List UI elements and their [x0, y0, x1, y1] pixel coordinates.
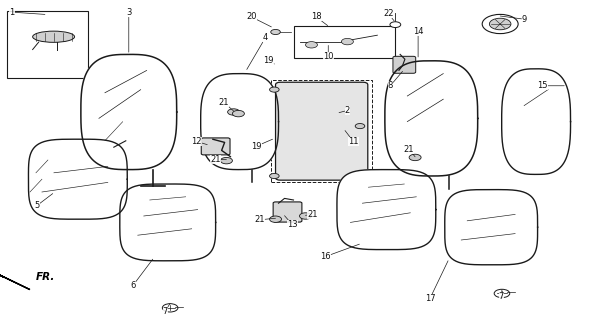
- Polygon shape: [337, 170, 436, 250]
- Circle shape: [489, 18, 511, 30]
- Text: 2: 2: [339, 106, 350, 115]
- Text: 17: 17: [425, 261, 448, 303]
- Text: 21: 21: [219, 98, 234, 111]
- Polygon shape: [81, 54, 177, 170]
- Text: 18: 18: [311, 12, 328, 26]
- Circle shape: [270, 216, 282, 222]
- Polygon shape: [201, 74, 279, 170]
- Text: 21: 21: [305, 210, 318, 219]
- Polygon shape: [120, 184, 216, 261]
- Polygon shape: [29, 139, 128, 219]
- Text: 7: 7: [163, 303, 170, 316]
- Circle shape: [220, 157, 232, 164]
- Text: 16: 16: [320, 244, 359, 261]
- Circle shape: [482, 14, 518, 34]
- Text: 14: 14: [413, 27, 423, 57]
- Text: 5: 5: [35, 194, 53, 210]
- Text: 11: 11: [345, 131, 359, 146]
- Circle shape: [341, 38, 353, 45]
- Polygon shape: [0, 272, 30, 290]
- Circle shape: [232, 110, 244, 117]
- Text: 20: 20: [246, 12, 271, 27]
- Text: 19: 19: [251, 139, 273, 151]
- Text: 15: 15: [537, 81, 564, 90]
- Circle shape: [271, 29, 280, 35]
- Text: 19: 19: [263, 56, 274, 65]
- Text: 9: 9: [500, 15, 527, 24]
- Text: 1: 1: [10, 8, 45, 17]
- Circle shape: [409, 154, 421, 161]
- Text: 12: 12: [191, 137, 207, 146]
- Polygon shape: [385, 61, 478, 176]
- Bar: [7, 11, 88, 78]
- Text: 3: 3: [126, 8, 131, 52]
- FancyBboxPatch shape: [276, 82, 368, 180]
- Text: 21: 21: [254, 215, 276, 224]
- Text: 21: 21: [210, 155, 226, 164]
- Bar: [294, 26, 395, 58]
- Circle shape: [162, 304, 178, 312]
- Text: 6: 6: [131, 259, 153, 290]
- Polygon shape: [502, 69, 570, 174]
- Text: 21: 21: [404, 145, 415, 157]
- Text: 8: 8: [388, 71, 403, 90]
- Text: 10: 10: [323, 45, 334, 61]
- FancyBboxPatch shape: [201, 138, 230, 155]
- Circle shape: [228, 109, 240, 115]
- Circle shape: [494, 289, 510, 298]
- Text: 4: 4: [247, 33, 268, 69]
- Text: FR.: FR.: [36, 272, 55, 282]
- Circle shape: [300, 213, 311, 219]
- Text: 22: 22: [383, 9, 394, 21]
- Ellipse shape: [32, 31, 75, 42]
- FancyBboxPatch shape: [273, 202, 302, 222]
- Circle shape: [390, 22, 401, 28]
- Text: 13: 13: [285, 216, 298, 229]
- Circle shape: [305, 42, 317, 48]
- Text: 7: 7: [499, 290, 504, 301]
- Bar: [271, 80, 372, 182]
- Circle shape: [270, 173, 279, 179]
- Polygon shape: [445, 190, 538, 265]
- FancyBboxPatch shape: [393, 56, 416, 73]
- Circle shape: [355, 124, 365, 129]
- Circle shape: [270, 87, 279, 92]
